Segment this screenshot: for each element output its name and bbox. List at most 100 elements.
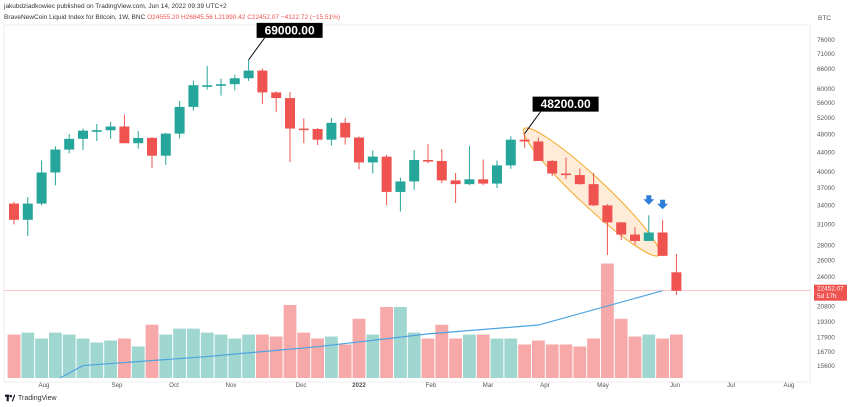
candle-body <box>574 175 585 185</box>
volume-bar <box>380 306 393 378</box>
volume-bar <box>545 344 559 378</box>
volume-bar <box>559 344 573 378</box>
candle-body <box>133 137 144 144</box>
ohlc-values: O24555.20 H26845.56 L21990.42 C22452.07 … <box>147 14 341 21</box>
volume-bar <box>642 334 656 378</box>
candle-body <box>50 149 61 173</box>
volume-bar <box>449 338 462 378</box>
candle-body <box>643 232 654 241</box>
y-tick-label: 26000 <box>817 258 835 265</box>
y-tick-label: 34000 <box>817 203 835 210</box>
candle-body <box>160 133 171 156</box>
volume-bar <box>283 304 297 378</box>
y-tick-label: 16700 <box>817 349 835 356</box>
candle-body <box>257 70 268 93</box>
volume-bar <box>518 344 531 378</box>
volume-bar <box>131 346 145 378</box>
volume-bar <box>214 334 228 378</box>
x-tick-label: Nov <box>225 382 237 389</box>
volume-bar <box>62 334 76 378</box>
candle-body <box>36 172 47 204</box>
candle-body <box>298 128 309 131</box>
candle-body <box>423 159 433 162</box>
candle-body <box>174 106 185 134</box>
candle-body <box>354 137 364 163</box>
volume-bar <box>76 338 90 378</box>
candle-body <box>326 122 337 140</box>
volume-bar <box>628 336 642 378</box>
volume-bar <box>104 340 117 378</box>
candle-body <box>243 70 254 79</box>
y-tick-label: 28000 <box>817 243 835 250</box>
y-tick-label: 71000 <box>817 51 835 58</box>
x-tick-label: Aug <box>783 382 795 389</box>
candle-body <box>91 130 102 132</box>
price-tag-value: 22452.07 <box>817 286 844 293</box>
candle-body <box>588 184 599 206</box>
volume-bar <box>614 318 628 378</box>
volume-bar <box>338 344 352 378</box>
volume-bar <box>490 338 504 378</box>
volume-bar <box>476 334 490 378</box>
candle-body <box>561 173 571 176</box>
x-tick-label: Apr <box>540 382 550 389</box>
y-tick-label: 66000 <box>817 66 835 73</box>
y-tick-label: 31000 <box>817 222 835 229</box>
volume-bar <box>200 332 214 378</box>
candle-body <box>630 234 640 241</box>
volume-bar <box>394 306 407 378</box>
candle-body <box>105 126 116 131</box>
candle-body <box>285 98 295 129</box>
candle-body <box>202 85 213 87</box>
plot-area <box>3 24 811 383</box>
symbol-label[interactable]: BraveNewCoin Liquid Index for Bitcoin, 1… <box>4 14 146 21</box>
volume-bar <box>504 338 518 378</box>
candle-body <box>464 179 475 185</box>
y-tick-label: 52000 <box>817 115 835 122</box>
candle-body <box>616 222 627 235</box>
volume-bar <box>187 328 200 378</box>
y-tick-label: 44000 <box>817 150 835 157</box>
callout-pointer <box>524 111 542 134</box>
candle-body <box>367 156 378 163</box>
x-tick-label: Feb <box>426 382 437 389</box>
volume-bar <box>90 342 104 378</box>
candle-body <box>602 205 613 223</box>
callout-box <box>256 22 323 38</box>
callout-label: 69000.00 <box>265 23 315 37</box>
y-tick-label: 19300 <box>817 319 835 326</box>
volume-bar <box>7 334 21 378</box>
tradingview-logo-icon <box>5 394 15 402</box>
volume-bar <box>601 263 614 378</box>
volume-bar <box>587 338 600 378</box>
candle-body <box>78 130 88 139</box>
y-tick-label: 40000 <box>817 169 835 176</box>
callout-label: 48200.00 <box>541 97 591 111</box>
candle-body <box>519 139 530 142</box>
currency-label: BTC <box>818 15 831 22</box>
moving-average-line <box>59 290 663 379</box>
candle-body <box>478 179 489 184</box>
x-tick-label: Jul <box>727 382 735 389</box>
volume-bar <box>173 328 186 378</box>
volume-bar <box>228 338 242 378</box>
y-tick-label: 20800 <box>817 304 835 311</box>
x-tick-label: Aug <box>38 382 50 389</box>
y-tick-label: 76000 <box>817 37 835 44</box>
volume-bar <box>656 338 669 378</box>
candle-body <box>22 203 33 220</box>
y-tick-label: 15600 <box>817 363 835 370</box>
volume-bar <box>573 346 587 378</box>
candle-body <box>340 122 351 138</box>
x-tick-label: Sep <box>111 382 123 389</box>
x-tick-label: Jun <box>670 382 681 389</box>
candle-body <box>492 165 502 184</box>
x-tick-label: Oct <box>169 382 179 389</box>
tradingview-footer[interactable]: TradingView <box>5 394 57 402</box>
y-tick-label: 56000 <box>817 100 835 107</box>
volume-bar <box>242 334 255 378</box>
candle-body <box>505 139 516 166</box>
candle-body <box>395 181 406 192</box>
callout-pointer <box>248 37 266 61</box>
